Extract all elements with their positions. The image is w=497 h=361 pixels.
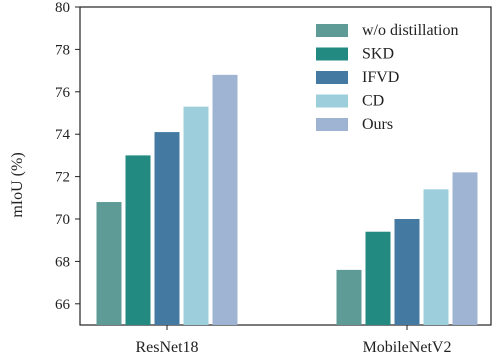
bar-mobilenetv2-ours bbox=[452, 172, 478, 325]
plot-area bbox=[79, 6, 492, 326]
legend-swatch bbox=[316, 47, 348, 61]
y-tick-label: 70 bbox=[55, 212, 70, 228]
legend-label: w/o distillation bbox=[362, 22, 458, 39]
bar-resnet18-ifvd bbox=[154, 132, 180, 325]
bar-mobilenetv2-w-o-distillation bbox=[336, 269, 362, 325]
bar-resnet18-w-o-distillation bbox=[96, 202, 122, 325]
x-category-label: ResNet18 bbox=[135, 339, 198, 356]
legend: w/o distillation SKD IFVD CD Ours bbox=[316, 22, 458, 133]
legend-label: Ours bbox=[362, 116, 393, 133]
y-tick-label: 68 bbox=[55, 254, 70, 270]
y-tick-label: 66 bbox=[55, 297, 71, 313]
bar-mobilenetv2-cd bbox=[423, 189, 449, 325]
legend-label: SKD bbox=[362, 46, 394, 63]
x-axis: ResNet18 MobileNetV2 bbox=[135, 325, 451, 356]
bar-mobilenetv2-ifvd bbox=[394, 219, 420, 325]
bar-resnet18-ours bbox=[212, 74, 238, 325]
y-tick-label: 76 bbox=[55, 85, 71, 101]
bar-mobilenetv2-skd bbox=[365, 231, 391, 325]
legend-label: CD bbox=[362, 93, 384, 110]
y-tick-label: 74 bbox=[55, 127, 71, 143]
legend-swatch bbox=[316, 118, 348, 131]
y-tick-label: 78 bbox=[55, 42, 70, 58]
legend-swatch bbox=[316, 94, 348, 108]
legend-swatch bbox=[316, 71, 348, 84]
legend-swatch bbox=[316, 24, 348, 37]
bar-resnet18-cd bbox=[183, 106, 209, 325]
plot-frame bbox=[79, 6, 492, 326]
legend-label: IFVD bbox=[362, 69, 399, 86]
x-category-label: MobileNetV2 bbox=[363, 339, 452, 356]
y-axis-title: mIoU (%) bbox=[9, 152, 26, 217]
y-axis: 66 68 70 72 74 76 78 80 bbox=[55, 0, 80, 313]
bar-resnet18-skd bbox=[125, 155, 151, 325]
y-tick-label: 80 bbox=[55, 0, 70, 16]
bars-group bbox=[96, 74, 478, 325]
y-tick-label: 72 bbox=[55, 170, 70, 186]
